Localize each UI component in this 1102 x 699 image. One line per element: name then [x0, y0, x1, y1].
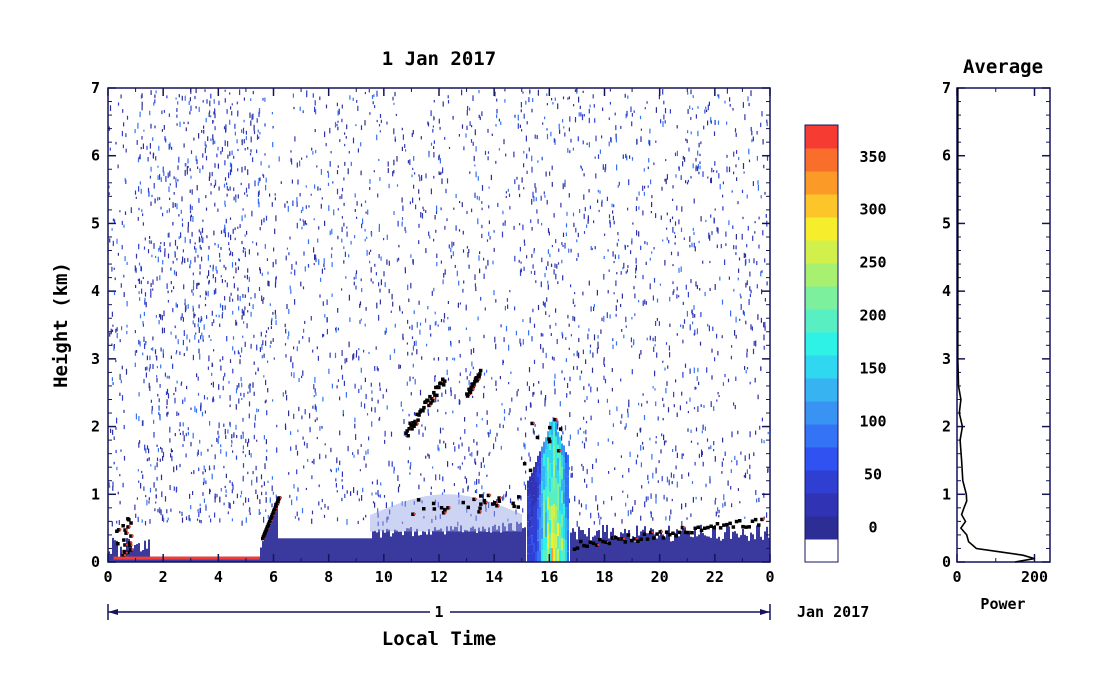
average-profile-line — [956, 88, 1035, 563]
y-tick-label: 5 — [91, 214, 100, 232]
average-x-label: Power — [980, 595, 1025, 613]
x-tick-label: 0 — [103, 568, 112, 586]
colorbar-swatch — [805, 378, 838, 402]
colorbar-swatch — [805, 125, 838, 149]
colorbar: 0 50 100 150 200 250 300 350 — [804, 124, 887, 563]
y-tick-label: 4 — [91, 282, 100, 300]
colorbar-tick-label: 250 — [859, 254, 886, 272]
colorbar-swatch — [805, 148, 838, 172]
average-frame — [956, 87, 1051, 563]
colorbar-tick-label: 350 — [859, 148, 886, 166]
colorbar-tick-label: 50 — [864, 466, 882, 484]
colorbar-swatch — [805, 355, 838, 379]
colorbar-swatch — [805, 516, 838, 540]
y-tick-label: 1 — [91, 485, 100, 503]
colorbar-swatch — [805, 493, 838, 517]
x-tick-label: 16 — [540, 568, 558, 586]
colorbar-swatch — [805, 309, 838, 333]
colorbar-swatch — [805, 286, 838, 310]
x-tick-label: 8 — [324, 568, 333, 586]
date-bar-day: 1 — [434, 603, 443, 621]
x-tick-label: 14 — [485, 568, 503, 586]
colorbar-swatch — [805, 401, 838, 425]
y-tick-label: 3 — [91, 350, 100, 368]
y-tick-label: 6 — [91, 147, 100, 165]
x-tick-label: 10 — [375, 568, 393, 586]
x-tick-label: 0 — [765, 568, 774, 586]
x-axis-label: Local Time — [382, 628, 496, 650]
average-y-tick-label: 6 — [942, 147, 951, 165]
colorbar-swatch — [805, 217, 838, 241]
date-bar-month: Jan 2017 — [797, 603, 869, 621]
colorbar-tick-label: 300 — [859, 201, 886, 219]
average-y-tick-label: 1 — [942, 485, 951, 503]
colorbar-swatch — [805, 194, 838, 218]
colorbar-swatch — [805, 539, 838, 563]
colorbar-swatch — [805, 240, 838, 264]
x-tick-label: 18 — [595, 568, 613, 586]
average-y-tick-label: 5 — [942, 214, 951, 232]
colorbar-tick-label: 0 — [868, 519, 877, 537]
colorbar-swatch — [805, 171, 838, 195]
x-tick-label: 20 — [651, 568, 669, 586]
y-tick-label: 2 — [91, 418, 100, 436]
colorbar-tick-label: 200 — [859, 307, 886, 325]
x-tick-label: 4 — [214, 568, 223, 586]
average-title: Average — [963, 56, 1043, 78]
average-x-tick-label: 200 — [1021, 568, 1048, 586]
average-y-tick-label: 4 — [942, 282, 951, 300]
colorbar-swatch — [805, 470, 838, 494]
colorbar-swatch — [805, 263, 838, 287]
colorbar-tick-label: 100 — [859, 413, 886, 431]
x-tick-label: 12 — [430, 568, 448, 586]
y-tick-label: 7 — [91, 79, 100, 97]
y-axis-label: Height (km) — [50, 262, 72, 388]
average-y-tick-label: 3 — [942, 350, 951, 368]
x-tick-label: 22 — [706, 568, 724, 586]
colorbar-swatch — [805, 424, 838, 448]
average-ticks: 0 1 2 3 4 5 6 7 0 200 — [942, 79, 1050, 586]
average-y-tick-label: 0 — [942, 553, 951, 571]
average-y-tick-label: 2 — [942, 418, 951, 436]
average-x-tick-label: 0 — [952, 568, 961, 586]
x-tick-label: 6 — [269, 568, 278, 586]
average-panel: 0 1 2 3 4 5 6 7 0 200 Average Power — [942, 56, 1051, 613]
average-y-tick-label: 7 — [942, 79, 951, 97]
y-tick-label: 0 — [91, 553, 100, 571]
colorbar-swatch — [805, 332, 838, 356]
heatmap-image — [108, 88, 770, 562]
date-bar: 1 Jan 2017 — [107, 602, 869, 621]
colorbar-swatch — [805, 447, 838, 471]
colorbar-tick-label: 150 — [859, 360, 886, 378]
x-tick-label: 2 — [159, 568, 168, 586]
chart-title: 1 Jan 2017 — [382, 48, 496, 70]
